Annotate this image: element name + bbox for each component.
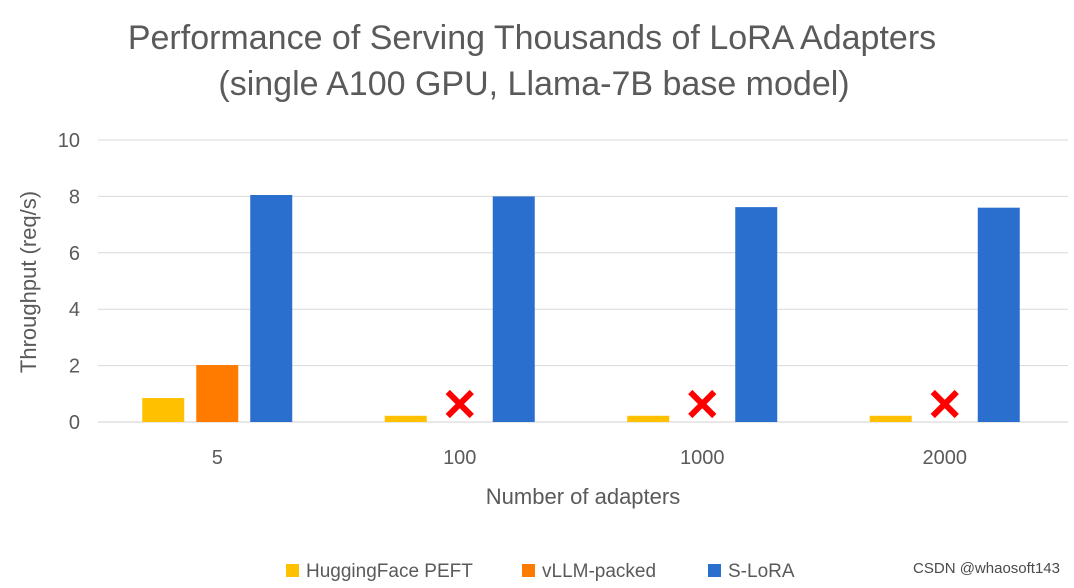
missing-markers: [445, 389, 959, 419]
y-tick-label: 8: [69, 186, 80, 208]
watermark: CSDN @whaosoft143: [913, 560, 1060, 577]
y-tick-label: 2: [69, 356, 80, 378]
x-axis-label: Number of adapters: [486, 484, 680, 509]
bars: [142, 194, 1020, 422]
legend-swatch: [708, 564, 721, 577]
y-tick-label: 10: [58, 130, 80, 152]
legend-swatch: [522, 564, 535, 577]
legend-swatch: [286, 564, 299, 577]
x-tick-label: 1000: [680, 447, 725, 469]
y-axis-label: Throughput (req/s): [16, 191, 41, 373]
x-axis-ticks: 5 100 1000 2000: [212, 447, 967, 469]
legend-label: HuggingFace PEFT: [306, 561, 473, 582]
bar-s-lora-1000: [735, 207, 778, 422]
missing-value-x-marker: [930, 389, 959, 419]
chart-title-line-1: Performance of Serving Thousands of LoRA…: [127, 19, 937, 57]
x-tick-label: 5: [212, 447, 223, 469]
bar-huggingface-peft-2000: [869, 415, 912, 422]
chart-title-line-2: (single A100 GPU, Llama-7B base model): [218, 65, 850, 103]
bar-huggingface-peft-1000: [627, 415, 670, 422]
legend-label: S-LoRA: [728, 561, 795, 582]
y-axis-ticks: 0 2 4 6 8 10: [58, 130, 80, 434]
legend-item: HuggingFace PEFT: [286, 561, 473, 582]
legend: HuggingFace PEFT vLLM-packed S-LoRA: [286, 561, 795, 582]
missing-value-x-marker: [445, 389, 474, 419]
bar-s-lora-100: [492, 196, 535, 422]
gridlines: [98, 139, 1068, 423]
legend-item: S-LoRA: [708, 561, 795, 582]
x-tick-label: 100: [443, 447, 476, 469]
bar-s-lora-5: [250, 194, 293, 422]
bar-vllm-packed-5: [196, 365, 239, 422]
bar-huggingface-peft-100: [384, 415, 427, 422]
bar-huggingface-peft-5: [142, 398, 185, 422]
y-tick-label: 0: [69, 412, 80, 434]
legend-label: vLLM-packed: [542, 561, 656, 582]
missing-value-x-marker: [688, 389, 717, 419]
bar-s-lora-2000: [977, 207, 1020, 422]
y-tick-label: 4: [69, 299, 80, 321]
legend-item: vLLM-packed: [522, 561, 656, 582]
y-tick-label: 6: [69, 243, 80, 265]
x-tick-label: 2000: [923, 447, 968, 469]
